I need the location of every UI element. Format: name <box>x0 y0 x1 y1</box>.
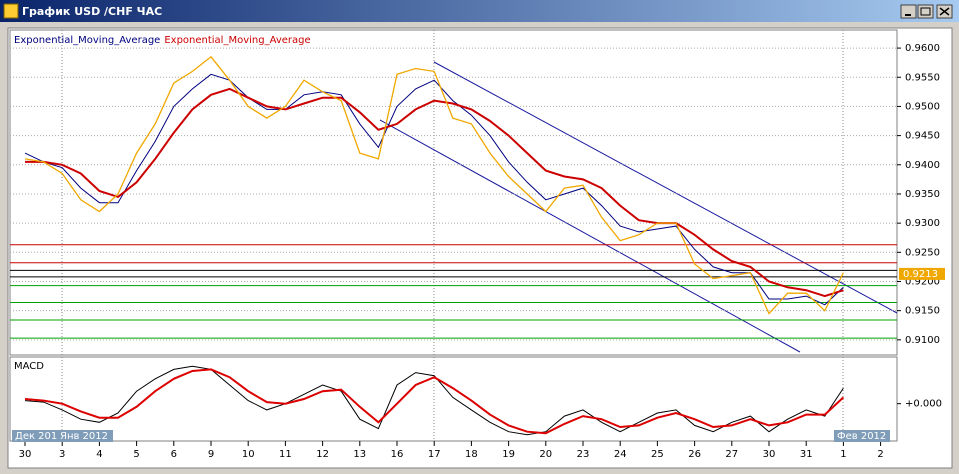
x-tick-label: 31 <box>800 449 813 460</box>
macd-line <box>24 365 844 436</box>
price-panel <box>9 29 898 356</box>
y-tick-label: 0.9200 <box>905 276 940 287</box>
x-tick-label: 2 <box>877 449 883 460</box>
period-label: Фев 2012 <box>837 431 886 442</box>
x-tick-label: 13 <box>353 449 366 460</box>
x-tick-label: 6 <box>171 449 177 460</box>
x-tick-label: 1 <box>840 449 846 460</box>
period-label: Дек 2012 <box>15 431 64 442</box>
x-tick-label: 9 <box>208 449 214 460</box>
x-tick-label: 23 <box>577 449 590 460</box>
period-box <box>57 430 113 442</box>
last-price-label: 0.9213 <box>903 269 938 280</box>
y-tick-label: +0.000 <box>905 399 942 410</box>
period-box <box>12 430 68 442</box>
ema-line <box>25 87 844 298</box>
x-tick-label: 5 <box>133 449 139 460</box>
price-line <box>24 55 844 315</box>
channel-line <box>433 61 898 314</box>
maximize-button[interactable] <box>917 4 934 19</box>
x-tick-label: 26 <box>688 449 701 460</box>
ema-line <box>24 73 844 306</box>
x-tick-label: 30 <box>763 449 776 460</box>
x-tick-label: 12 <box>316 449 329 460</box>
x-tick-label: 24 <box>614 449 627 460</box>
channel-line <box>379 119 801 353</box>
y-tick-label: 0.9450 <box>905 131 940 142</box>
window-icon <box>3 3 19 19</box>
minimize-button[interactable] <box>900 4 917 19</box>
y-tick-label: 0.9500 <box>905 101 940 112</box>
x-tick-label: 4 <box>96 449 102 460</box>
maximize-icon <box>920 7 931 16</box>
x-tick-label: 30 <box>19 449 32 460</box>
y-tick-label: 0.9100 <box>905 335 940 346</box>
title-bar <box>0 0 959 22</box>
period-box <box>834 430 890 442</box>
y-tick-label: 0.9250 <box>905 247 940 258</box>
legend-entry: Exponential_Moving_Average <box>14 35 160 46</box>
x-tick-label: 10 <box>242 449 255 460</box>
panel-title: MACD <box>14 361 44 372</box>
y-tick-label: 0.9600 <box>905 43 940 54</box>
y-tick-label: 0.9150 <box>905 306 940 317</box>
y-tick-label: 0.9400 <box>905 160 940 171</box>
x-tick-label: 16 <box>391 449 404 460</box>
x-tick-label: 11 <box>279 449 292 460</box>
close-icon <box>939 7 950 16</box>
y-tick-label: 0.9300 <box>905 218 940 229</box>
y-tick-label: 0.9350 <box>905 189 940 200</box>
y-tick-label: 0.9550 <box>905 72 940 83</box>
last-price-box <box>899 267 945 280</box>
x-tick-label: 25 <box>651 449 664 460</box>
x-tick-label: 19 <box>502 449 515 460</box>
legend-entry: Exponential_Moving_Average <box>164 35 310 46</box>
x-tick-label: 17 <box>428 449 441 460</box>
signal-line <box>24 368 845 435</box>
macd-panel <box>9 356 898 442</box>
x-tick-label: 27 <box>725 449 738 460</box>
x-tick-label: 20 <box>539 449 552 460</box>
window-buttons[interactable] <box>900 4 953 19</box>
window-title: График USD /CHF ЧАС <box>22 5 162 18</box>
x-tick-label: 18 <box>465 449 478 460</box>
x-tick-label: 3 <box>59 449 65 460</box>
period-label: Янв 2012 <box>60 431 108 442</box>
